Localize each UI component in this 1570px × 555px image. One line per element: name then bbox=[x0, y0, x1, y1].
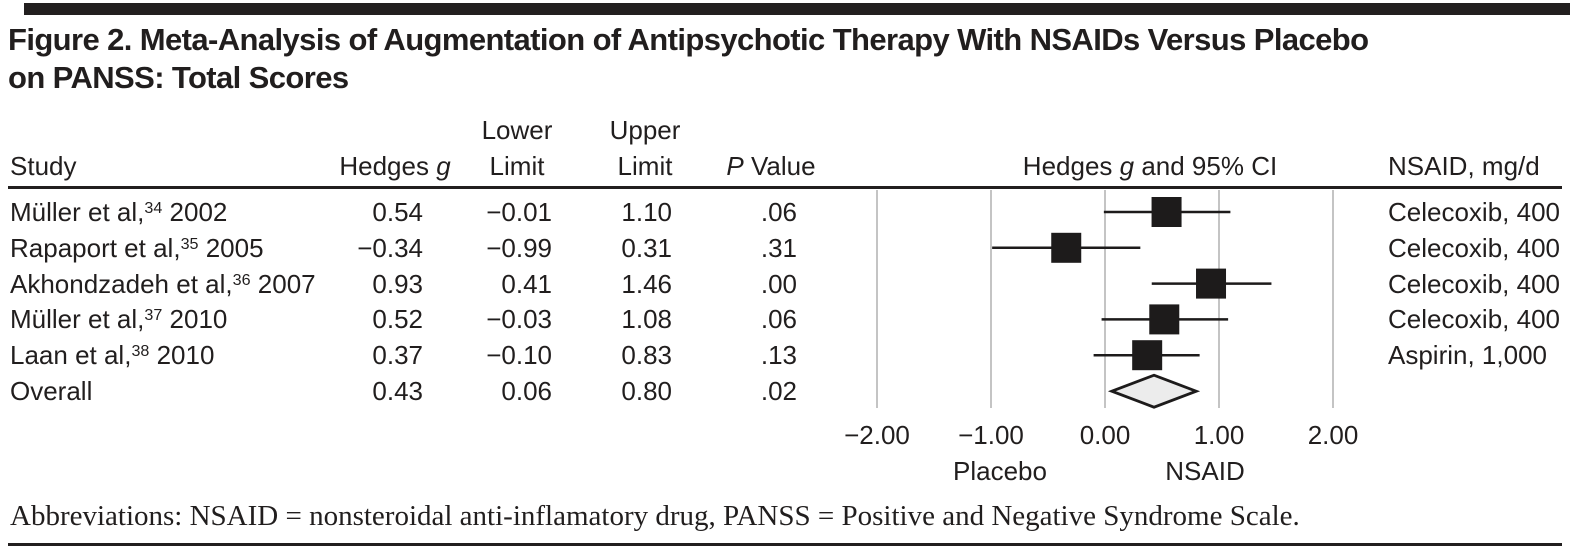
nsaid-cell: Celecoxib, 400 bbox=[1388, 232, 1560, 263]
ci-g-italic: g bbox=[1119, 151, 1135, 181]
p-value-cell: .31 bbox=[760, 232, 797, 263]
study-label: Overall bbox=[10, 376, 93, 406]
axis-tick-pos2: 2.00 bbox=[1307, 420, 1359, 450]
column-header-study: Study bbox=[10, 151, 77, 181]
table-row: Müller et al,34 2002 0.54 −0.01 1.10 .06… bbox=[0, 194, 1570, 230]
bottom-rule-bar bbox=[8, 543, 1562, 546]
figure-title-line2: on PANSS: Total Scores bbox=[8, 60, 349, 95]
effect-square bbox=[1051, 232, 1082, 263]
hedges-g-cell: −0.34 bbox=[357, 232, 423, 263]
overall-diamond bbox=[1107, 373, 1201, 409]
column-header-upper-line2: Limit bbox=[617, 151, 673, 181]
axis-tick-zero: 0.00 bbox=[1079, 420, 1131, 450]
upper-limit-cell: 0.80 bbox=[621, 376, 672, 406]
reference-superscript: 35 bbox=[180, 234, 199, 253]
hedges-g-cell: 0.54 bbox=[372, 197, 423, 227]
study-cell: Müller et al,37 2010 bbox=[10, 301, 330, 341]
ci-label-pre: Hedges bbox=[1022, 151, 1120, 181]
effect-square bbox=[1149, 304, 1180, 335]
p-value-cell: .13 bbox=[760, 340, 797, 371]
axis-tick-neg2: −2.00 bbox=[844, 420, 910, 450]
study-label: Laan et al, bbox=[10, 340, 132, 371]
ci-label-post: and 95% CI bbox=[1134, 151, 1278, 181]
lower-limit-cell: 0.41 bbox=[501, 268, 552, 299]
reference-superscript: 37 bbox=[144, 306, 163, 325]
study-year: 2010 bbox=[149, 340, 215, 371]
study-year: 2007 bbox=[250, 268, 316, 299]
figure-title-line1: Figure 2. Meta-Analysis of Augmentation … bbox=[8, 22, 1369, 57]
forest-plot bbox=[876, 190, 1334, 409]
study-year: 2010 bbox=[162, 304, 228, 335]
table-row: Laan et al,38 2010 0.37 −0.10 0.83 .13 A… bbox=[0, 337, 1570, 373]
study-label: Müller et al, bbox=[10, 304, 145, 335]
study-label: Rapaport et al, bbox=[10, 232, 181, 263]
study-cell: Overall bbox=[10, 373, 330, 413]
p-italic: P bbox=[726, 151, 744, 181]
axis-tick-pos1: 1.00 bbox=[1193, 420, 1245, 450]
p-value-cell: .02 bbox=[760, 376, 797, 406]
table-row: Overall 0.43 0.06 0.80 .02 bbox=[0, 373, 1570, 409]
table-row: Müller et al,37 2010 0.52 −0.03 1.08 .06… bbox=[0, 301, 1570, 337]
upper-limit-cell: 0.31 bbox=[621, 232, 672, 263]
nsaid-cell: Celecoxib, 400 bbox=[1388, 304, 1560, 335]
lower-limit-cell: −0.01 bbox=[486, 197, 552, 227]
upper-limit-cell: 1.08 bbox=[621, 304, 672, 335]
effect-square bbox=[1132, 340, 1163, 371]
study-cell: Müller et al,34 2002 bbox=[10, 194, 330, 234]
lower-limit-cell: −0.99 bbox=[486, 232, 552, 263]
column-header-nsaid: NSAID, mg/d bbox=[1388, 151, 1540, 181]
lower-limit-cell: −0.10 bbox=[486, 340, 552, 371]
reference-superscript: 34 bbox=[144, 198, 163, 217]
p-value-cell: .06 bbox=[760, 304, 797, 335]
p-value-cell: .00 bbox=[760, 268, 797, 299]
upper-limit-cell: 1.46 bbox=[621, 268, 672, 299]
table-row: Akhondzadeh et al,36 2007 0.93 0.41 1.46… bbox=[0, 266, 1570, 302]
study-year: 2005 bbox=[198, 232, 264, 263]
study-label: Müller et al, bbox=[10, 197, 145, 227]
study-cell: Akhondzadeh et al,36 2007 bbox=[10, 266, 330, 306]
column-header-upper-line1: Upper bbox=[609, 115, 681, 145]
column-header-lower-line1: Lower bbox=[481, 115, 553, 145]
column-header-p-value: P Value bbox=[716, 148, 826, 184]
study-label: Akhondzadeh et al, bbox=[10, 268, 233, 299]
hedges-label-text: Hedges bbox=[339, 151, 437, 181]
column-header-lower-line2: Limit bbox=[489, 151, 545, 181]
hedges-g-cell: 0.37 bbox=[372, 340, 423, 371]
nsaid-cell: Celecoxib, 400 bbox=[1388, 197, 1560, 227]
reference-superscript: 36 bbox=[232, 270, 251, 289]
p-value-cell: .06 bbox=[760, 197, 797, 227]
upper-limit-cell: 1.10 bbox=[621, 197, 672, 227]
top-rule-bar bbox=[24, 3, 1570, 15]
abbreviations-footnote: Abbreviations: NSAID = nonsteroidal anti… bbox=[10, 500, 1300, 532]
hedges-g-cell: 0.93 bbox=[372, 268, 423, 299]
hedges-g-italic: g bbox=[436, 151, 451, 181]
direction-label-nsaid: NSAID bbox=[1165, 456, 1245, 486]
effect-square bbox=[1196, 268, 1227, 299]
reference-superscript: 38 bbox=[131, 342, 150, 361]
axis-tick-neg1: −1.00 bbox=[958, 420, 1024, 450]
column-header-ci: Hedges g and 95% CI bbox=[985, 148, 1315, 184]
hedges-g-cell: 0.52 bbox=[372, 304, 423, 335]
nsaid-cell: Celecoxib, 400 bbox=[1388, 268, 1560, 299]
study-year: 2002 bbox=[162, 197, 228, 227]
lower-limit-cell: 0.06 bbox=[501, 376, 552, 406]
effect-square bbox=[1151, 197, 1182, 227]
nsaid-cell: Aspirin, 1,000 bbox=[1388, 340, 1547, 371]
lower-limit-cell: −0.03 bbox=[486, 304, 552, 335]
upper-limit-cell: 0.83 bbox=[621, 340, 672, 371]
p-value-text: Value bbox=[743, 151, 816, 181]
direction-label-placebo: Placebo bbox=[953, 456, 1047, 486]
study-cell: Rapaport et al,35 2005 bbox=[10, 230, 330, 270]
study-cell: Laan et al,38 2010 bbox=[10, 337, 330, 377]
figure-title: Figure 2. Meta-Analysis of Augmentation … bbox=[8, 21, 1369, 97]
column-header-hedges-g: Hedges g bbox=[330, 148, 460, 184]
table-header-rule bbox=[8, 186, 1562, 189]
hedges-g-cell: 0.43 bbox=[372, 376, 423, 406]
table-row: Rapaport et al,35 2005 −0.34 −0.99 0.31 … bbox=[0, 230, 1570, 266]
